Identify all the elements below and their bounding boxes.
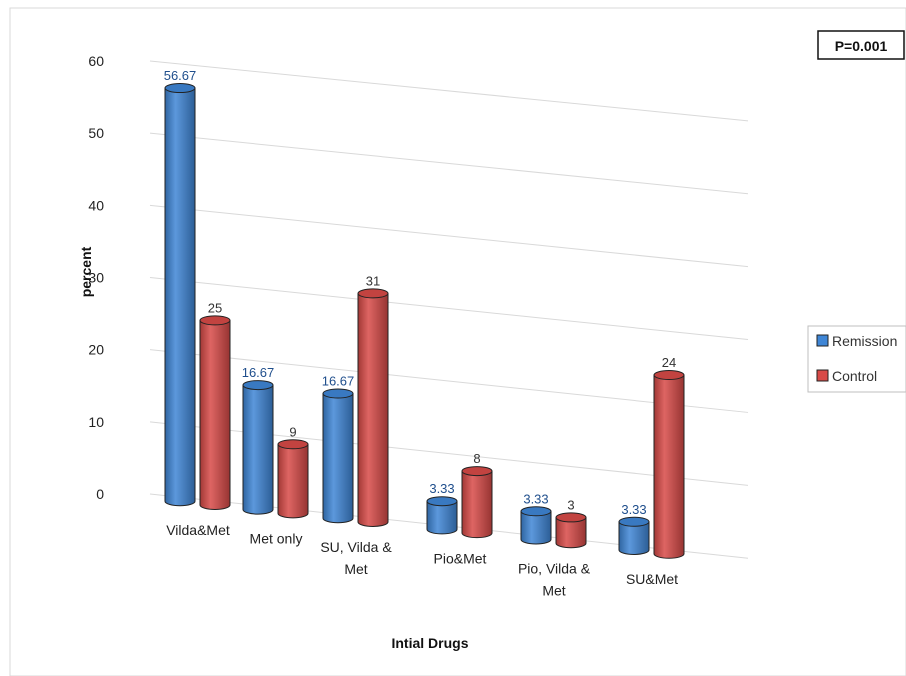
x-tick-label: Pio, Vilda & Met bbox=[518, 560, 591, 598]
data-label: 3.33 bbox=[523, 491, 548, 506]
legend: Remission Control bbox=[807, 325, 906, 393]
y-tick-label: 30 bbox=[88, 270, 104, 286]
data-label: 56.67 bbox=[164, 68, 197, 83]
bar-control: 9 bbox=[277, 424, 309, 519]
legend-item-control: Control bbox=[816, 368, 877, 384]
y-tick-label: 40 bbox=[88, 197, 104, 213]
x-axis-categories: Vilda&Met Met only SU, Vilda & Met Pio&Met Pi… bbox=[166, 522, 678, 598]
p-value-box: P=0.001 bbox=[817, 30, 905, 60]
data-label: 3.33 bbox=[429, 481, 454, 496]
x-tick-label: Met only bbox=[250, 531, 303, 547]
legend-label: Control bbox=[832, 368, 877, 384]
y-tick-label: 10 bbox=[88, 414, 104, 430]
bar-control: 25 bbox=[199, 300, 231, 510]
legend-item-remission: Remission bbox=[816, 333, 897, 349]
data-label: 16.67 bbox=[242, 365, 275, 380]
x-tick-label: SU&Met bbox=[626, 571, 678, 587]
data-label: 3 bbox=[567, 497, 574, 512]
bar-remission: 16.67 bbox=[322, 374, 355, 524]
legend-label: Remission bbox=[832, 333, 897, 349]
x-tick-label: Pio&Met bbox=[434, 550, 487, 566]
x-tick-label: SU, Vilda & Met bbox=[320, 539, 392, 577]
bars: 56.67 25 16.67 9 16.67 31 3.33 8 3.33 3 3.33 24 bbox=[164, 68, 685, 559]
data-label: 25 bbox=[208, 300, 222, 315]
bar-control: 24 bbox=[653, 355, 685, 559]
gridline bbox=[149, 277, 749, 341]
bar-remission: 3.33 bbox=[426, 481, 458, 535]
gridline bbox=[149, 132, 749, 195]
y-tick-label: 0 bbox=[96, 486, 104, 502]
gridline bbox=[149, 60, 749, 122]
y-axis-ticks: 0 10 20 30 40 50 60 bbox=[88, 53, 104, 502]
gridline bbox=[149, 204, 749, 268]
bar-remission: 16.67 bbox=[242, 365, 275, 515]
bar-control: 3 bbox=[555, 497, 587, 549]
data-label: 24 bbox=[662, 355, 676, 370]
bar-remission: 56.67 bbox=[164, 68, 197, 507]
legend-swatch bbox=[816, 334, 829, 347]
data-label: 31 bbox=[366, 273, 380, 288]
gridline bbox=[149, 349, 749, 413]
x-tick-label: Vilda&Met bbox=[166, 522, 230, 538]
y-tick-label: 60 bbox=[88, 53, 104, 69]
bar-control: 31 bbox=[357, 273, 389, 527]
y-tick-label: 50 bbox=[88, 125, 104, 141]
y-tick-label: 20 bbox=[88, 342, 104, 358]
bar-remission: 3.33 bbox=[520, 491, 552, 545]
bar-control: 8 bbox=[461, 451, 493, 539]
data-label: 16.67 bbox=[322, 374, 355, 389]
bar-remission: 3.33 bbox=[618, 502, 650, 555]
data-label: 8 bbox=[473, 451, 480, 466]
x-axis-title: Intial Drugs bbox=[391, 635, 468, 651]
legend-swatch bbox=[816, 369, 829, 382]
data-label: 9 bbox=[289, 424, 296, 439]
y-axis-title: percent bbox=[78, 246, 94, 297]
data-label: 3.33 bbox=[621, 502, 646, 517]
chart-frame bbox=[9, 7, 906, 676]
p-value-text: P=0.001 bbox=[835, 38, 888, 54]
